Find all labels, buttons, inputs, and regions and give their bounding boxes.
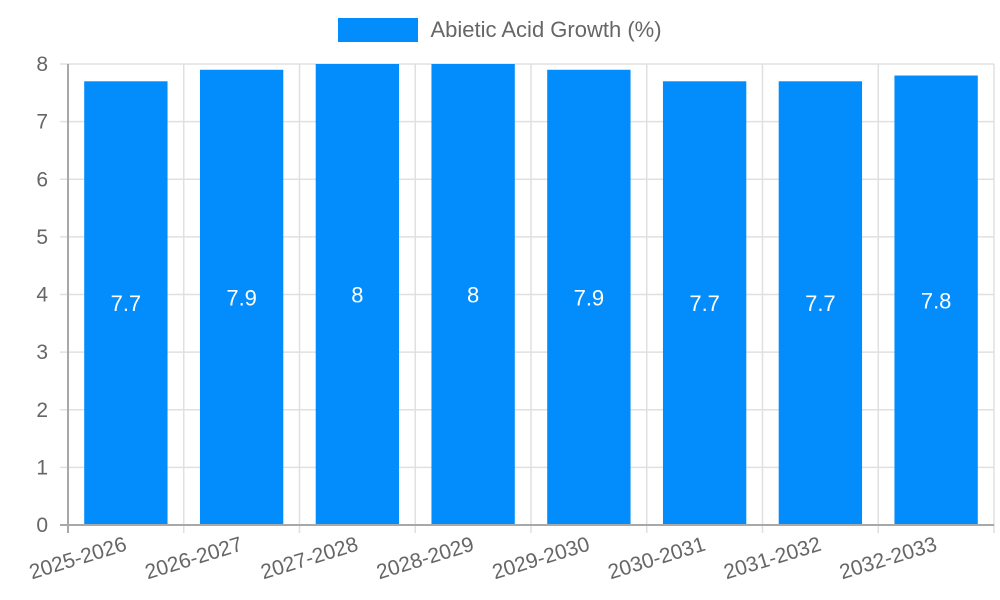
bar-value-label: 7.7 [689, 291, 720, 316]
bar-2030-2031[interactable] [662, 81, 747, 525]
x-tick-label: 2026-2027 [142, 533, 245, 584]
bar-value-label: 8 [351, 283, 363, 308]
x-tick-label: 2030-2031 [605, 533, 708, 584]
x-tick-label: 2028-2029 [374, 533, 477, 584]
bars [84, 64, 978, 526]
x-tick-label: 2032-2033 [837, 533, 940, 584]
bar-value-labels: 7.7 7.9 8 8 7.9 7.7 7.7 7.8 [111, 283, 952, 317]
legend-label: Abietic Acid Growth (%) [430, 17, 662, 42]
axes [60, 64, 994, 533]
bar-2028-2029[interactable] [431, 64, 515, 525]
bar-2027-2028[interactable] [315, 64, 400, 525]
y-tick-label: 6 [36, 168, 48, 191]
bar-value-label: 7.8 [921, 288, 952, 313]
bar-2025-2026[interactable] [84, 81, 168, 525]
y-tick-label: 5 [36, 226, 48, 249]
bar-value-label: 7.7 [111, 291, 142, 316]
y-tick-label: 1 [36, 456, 48, 479]
y-tick-label: 0 [36, 514, 48, 537]
x-tick-label: 2025-2026 [27, 533, 130, 584]
x-tick-label: 2027-2028 [258, 533, 361, 584]
y-tick-label: 3 [36, 341, 48, 364]
x-tick-label: 2031-2032 [721, 533, 824, 584]
y-axis-labels: 0 1 2 3 4 5 6 7 8 [36, 53, 48, 537]
bar-2031-2032[interactable] [778, 81, 863, 525]
x-axis-labels: 2025-2026 2026-2027 2027-2028 2028-2029 2029… [27, 533, 940, 584]
y-tick-label: 4 [36, 284, 48, 307]
x-tick-label: 2029-2030 [490, 533, 593, 584]
bar-value-label: 7.9 [574, 285, 605, 310]
chart-legend[interactable]: Abietic Acid Growth (%) [0, 17, 1000, 43]
y-tick-label: 7 [36, 111, 48, 134]
y-tick-label: 2 [36, 399, 48, 422]
bar-2026-2027[interactable] [199, 69, 284, 525]
bar-value-label: 7.9 [226, 285, 257, 310]
bar-value-label: 7.7 [805, 291, 836, 316]
y-tick-label: 8 [36, 53, 48, 76]
bar-2029-2030[interactable] [547, 69, 631, 525]
legend-swatch [338, 18, 419, 42]
bar-value-label: 8 [467, 283, 479, 308]
bar-2032-2033[interactable] [894, 75, 978, 526]
